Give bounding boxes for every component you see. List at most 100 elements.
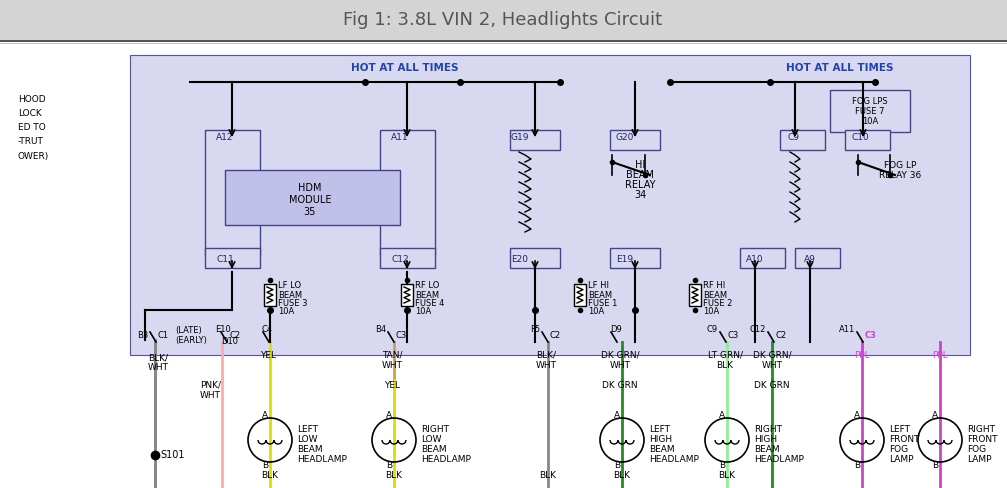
Text: MODULE: MODULE (289, 195, 331, 205)
Text: BLK/: BLK/ (536, 350, 556, 360)
Text: BLK: BLK (386, 470, 403, 480)
Text: LF HI: LF HI (588, 281, 609, 289)
Bar (0, 0, 1007, 40)
Text: LAMP: LAMP (967, 455, 992, 465)
Bar (689, 284, 701, 306)
Text: 10A: 10A (862, 117, 878, 125)
Bar (130, 55, 970, 355)
Text: LOCK: LOCK (18, 109, 41, 119)
Text: BEAM: BEAM (278, 290, 302, 300)
Text: B: B (262, 461, 268, 469)
Text: FOG LPS: FOG LPS (852, 97, 888, 105)
Text: FOG: FOG (889, 446, 908, 454)
Text: 34: 34 (633, 190, 646, 200)
Bar (225, 170, 400, 225)
Text: RF HI: RF HI (703, 281, 725, 289)
Text: FRONT: FRONT (889, 435, 919, 445)
Text: FUSE 2: FUSE 2 (703, 299, 732, 307)
Bar (795, 248, 840, 268)
Text: FOG LP: FOG LP (884, 161, 916, 169)
Text: HEADLAMP: HEADLAMP (649, 455, 699, 465)
Text: RIGHT: RIGHT (967, 426, 995, 434)
Text: C2: C2 (776, 331, 787, 341)
Text: C9: C9 (787, 134, 799, 142)
Text: C11: C11 (217, 256, 234, 264)
Text: A11: A11 (391, 134, 409, 142)
Text: WHT: WHT (536, 361, 557, 369)
Text: -TRUT: -TRUT (18, 138, 44, 146)
Bar (740, 248, 785, 268)
Text: BEAM: BEAM (649, 446, 675, 454)
Text: C2: C2 (229, 331, 240, 341)
Text: HEADLAMP: HEADLAMP (754, 455, 804, 465)
Text: C1: C1 (158, 331, 169, 341)
Text: 10A: 10A (588, 306, 604, 316)
Text: A11: A11 (839, 325, 855, 334)
Text: LF LO: LF LO (278, 281, 301, 289)
Text: PPL: PPL (854, 350, 870, 360)
Bar (610, 248, 660, 268)
Text: C10: C10 (851, 134, 869, 142)
Text: C9: C9 (707, 325, 718, 334)
Text: DK GRN: DK GRN (754, 381, 789, 389)
Text: HOOD: HOOD (18, 96, 45, 104)
Text: 10A: 10A (278, 306, 294, 316)
Bar (380, 130, 435, 255)
Text: DK GRN/: DK GRN/ (752, 350, 792, 360)
Text: C12: C12 (749, 325, 766, 334)
Text: HIGH: HIGH (649, 435, 672, 445)
Bar (610, 130, 660, 150)
Text: B: B (614, 461, 620, 469)
Text: C4: C4 (262, 325, 273, 334)
Text: C3: C3 (396, 331, 407, 341)
Text: BLK/: BLK/ (148, 353, 168, 363)
Text: HOT AT ALL TIMES: HOT AT ALL TIMES (351, 63, 459, 73)
Text: A: A (262, 410, 268, 420)
Text: HI: HI (634, 160, 645, 170)
Text: LEFT: LEFT (889, 426, 910, 434)
Text: LAMP: LAMP (889, 455, 913, 465)
Text: DK GRN/: DK GRN/ (601, 350, 639, 360)
Bar (205, 130, 260, 255)
Bar (380, 248, 435, 268)
Text: FUSE 1: FUSE 1 (588, 299, 617, 307)
Text: RIGHT: RIGHT (754, 426, 782, 434)
Bar (264, 284, 276, 306)
Text: C3: C3 (865, 331, 877, 341)
Text: LEFT: LEFT (297, 426, 318, 434)
Text: HEADLAMP: HEADLAMP (421, 455, 471, 465)
Text: B: B (854, 461, 860, 469)
Bar (510, 130, 560, 150)
Text: BEAM: BEAM (297, 446, 322, 454)
Text: D9: D9 (610, 325, 621, 334)
Text: A: A (854, 410, 860, 420)
Text: LEFT: LEFT (649, 426, 670, 434)
Text: BLK: BLK (613, 470, 630, 480)
Bar (510, 248, 560, 268)
Text: YEL: YEL (260, 350, 276, 360)
Text: LOW: LOW (297, 435, 317, 445)
Text: Fig 1: 3.8L VIN 2, Headlights Circuit: Fig 1: 3.8L VIN 2, Headlights Circuit (343, 11, 663, 29)
Text: BLK: BLK (717, 361, 733, 369)
Text: HDM: HDM (298, 183, 322, 193)
Text: F5: F5 (530, 325, 540, 334)
Text: 10A: 10A (703, 306, 719, 316)
Text: A: A (614, 410, 620, 420)
Text: E20: E20 (512, 256, 529, 264)
Text: WHT: WHT (382, 361, 403, 369)
Text: RELAY: RELAY (624, 180, 656, 190)
Bar (205, 248, 260, 268)
Text: E10: E10 (215, 325, 231, 334)
Bar (574, 284, 586, 306)
Text: S101: S101 (160, 450, 184, 460)
Text: B3: B3 (137, 331, 148, 341)
Text: A10: A10 (746, 256, 764, 264)
Bar (830, 90, 910, 132)
Text: WHT: WHT (148, 364, 169, 372)
Text: PNK/: PNK/ (200, 381, 221, 389)
Text: OWER): OWER) (18, 151, 49, 161)
Text: BEAM: BEAM (415, 290, 439, 300)
Text: BEAM: BEAM (703, 290, 727, 300)
Text: (EARLY): (EARLY) (175, 336, 206, 345)
Text: RELAY 36: RELAY 36 (879, 170, 921, 180)
